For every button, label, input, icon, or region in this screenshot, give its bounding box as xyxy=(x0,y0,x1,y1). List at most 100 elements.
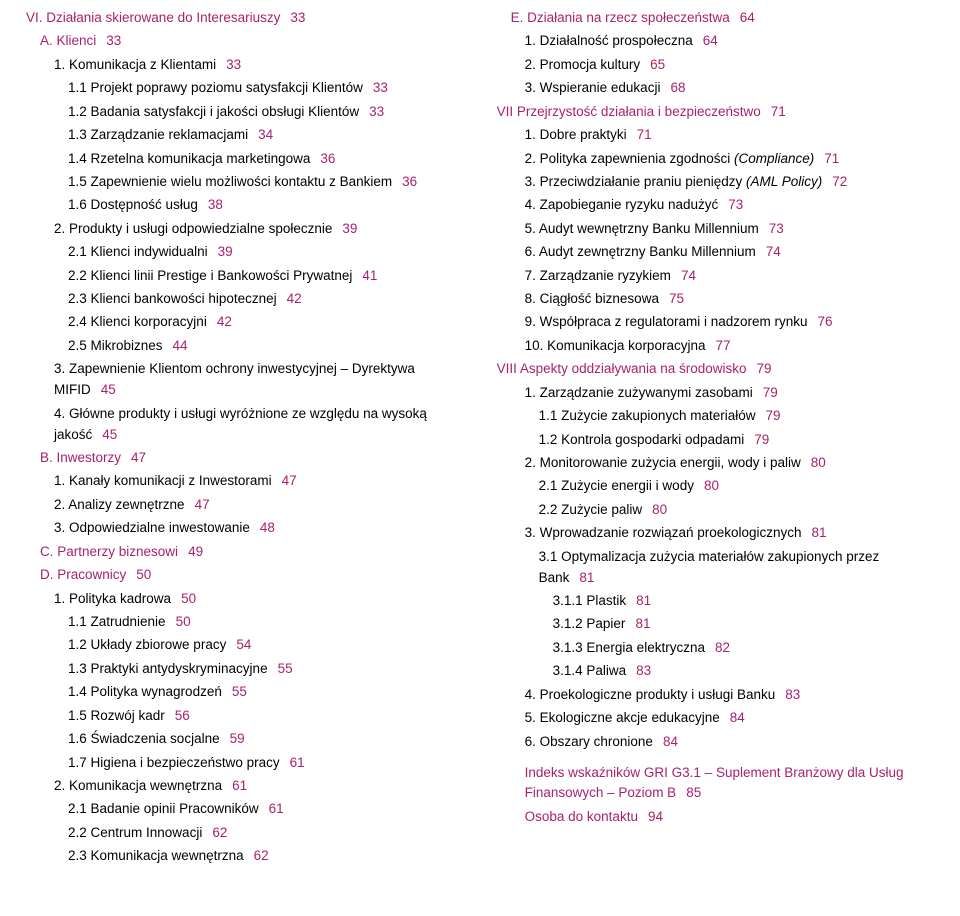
toc-entry-label: 1. Zarządzanie zużywanymi zasobami xyxy=(525,385,753,400)
toc-entry[interactable]: 1.3 Zarządzanie reklamacjami 34 xyxy=(68,125,455,146)
toc-entry[interactable]: 2. Produkty i usługi odpowiedzialne społ… xyxy=(54,219,455,240)
toc-entry[interactable]: 2.3 Komunikacja wewnętrzna62 xyxy=(68,846,455,867)
toc-entry-page: 80 xyxy=(704,478,719,493)
toc-entry-label: 1.3 Zarządzanie reklamacjami xyxy=(68,127,248,142)
toc-entry-label: 2. Analizy zewnętrzne xyxy=(54,497,185,512)
toc-entry-page: 33 xyxy=(373,80,388,95)
toc-entry-label: 1.2 Kontrola gospodarki odpadami xyxy=(539,432,745,447)
toc-entry-label: 3.1.1 Plastik xyxy=(553,593,627,608)
toc-entry[interactable]: 9. Współpraca z regulatorami i nadzorem … xyxy=(525,312,938,333)
toc-entry[interactable]: 1.6 Świadczenia socjalne59 xyxy=(68,729,455,750)
toc-entry[interactable]: 2. Analizy zewnętrzne47 xyxy=(54,495,455,516)
toc-entry[interactable]: 4. Zapobieganie ryzyku nadużyć73 xyxy=(525,195,938,216)
toc-entry[interactable]: 1. Działalność prospołeczna64 xyxy=(525,31,938,52)
toc-entry[interactable]: 1.3 Praktyki antydyskryminacyjne55 xyxy=(68,659,455,680)
toc-entry[interactable]: 2.1 Klienci indywidualni39 xyxy=(68,242,455,263)
toc-entry-page: 44 xyxy=(173,338,188,353)
toc-entry[interactable]: 2. Promocja kultury65 xyxy=(525,55,938,76)
toc-entry[interactable]: 1.4 Rzetelna komunikacja marketingowa36 xyxy=(68,149,455,170)
toc-entry[interactable]: 2.1 Zużycie energii i wody80 xyxy=(539,476,938,497)
toc-entry-page: 81 xyxy=(635,616,650,631)
toc-entry[interactable]: 3. Przeciwdziałanie praniu pieniędzy (AM… xyxy=(525,172,938,193)
toc-entry[interactable]: VI. Działania skierowane do Interesarius… xyxy=(26,8,455,29)
toc-entry[interactable]: 1.1 Zużycie zakupionych materiałów79 xyxy=(539,406,938,427)
toc-entry[interactable]: 1.1 Projekt poprawy poziomu satysfakcji … xyxy=(68,78,455,99)
toc-entry[interactable]: 1.2 Układy zbiorowe pracy54 xyxy=(68,635,455,656)
toc-entry[interactable]: 2.3 Klienci bankowości hipotecznej42 xyxy=(68,289,455,310)
toc-entry-label: 2.3 Komunikacja wewnętrzna xyxy=(68,848,244,863)
toc-entry[interactable]: 2.5 Mikrobiznes 44 xyxy=(68,336,455,357)
toc-entry[interactable]: 3.1 Optymalizacja zużycia materiałów zak… xyxy=(539,547,938,589)
toc-entry-page: 84 xyxy=(730,710,745,725)
toc-entry[interactable]: 1.6 Dostępność usług38 xyxy=(68,195,455,216)
toc-entry-page: 81 xyxy=(579,570,594,585)
toc-entry[interactable]: 3. Zapewnienie Klientom ochrony inwestyc… xyxy=(54,359,455,401)
toc-entry[interactable]: 1.4 Polityka wynagrodzeń55 xyxy=(68,682,455,703)
toc-entry-page: 84 xyxy=(663,734,678,749)
toc-entry[interactable]: 2. Polityka zapewnienia zgodności (Compl… xyxy=(525,149,938,170)
toc-entry-label: 3.1.4 Paliwa xyxy=(553,663,627,678)
toc-entry[interactable]: A. Klienci33 xyxy=(40,31,455,52)
toc-entry-label: 2.5 Mikrobiznes xyxy=(68,338,163,353)
toc-entry[interactable]: 1. Komunikacja z Klientami33 xyxy=(54,55,455,76)
toc-entry[interactable]: 3.1.4 Paliwa83 xyxy=(553,661,938,682)
toc-entry-page: 34 xyxy=(258,127,273,142)
toc-entry-page: 77 xyxy=(715,338,730,353)
toc-entry-label: 6. Audyt zewnętrzny Banku Millennium xyxy=(525,244,756,259)
toc-entry[interactable]: 2. Monitorowanie zużycia energii, wody i… xyxy=(525,453,938,474)
toc-entry[interactable]: 3.1.3 Energia elektryczna82 xyxy=(553,638,938,659)
toc-entry[interactable]: 1.2 Badania satysfakcji i jakości obsług… xyxy=(68,102,455,123)
toc-entry[interactable]: 1. Kanały komunikacji z Inwestorami47 xyxy=(54,471,455,492)
toc-entry[interactable]: 3. Wprowadzanie rozwiązań proekologiczny… xyxy=(525,523,938,544)
toc-entry[interactable]: 1.1 Zatrudnienie50 xyxy=(68,612,455,633)
toc-entry[interactable]: D. Pracownicy50 xyxy=(40,565,455,586)
toc-entry[interactable]: E. Działania na rzecz społeczeństwa64 xyxy=(511,8,938,29)
toc-entry[interactable]: VIII Aspekty oddziaływania na środowisko… xyxy=(497,359,938,380)
toc-entry[interactable]: 7. Zarządzanie ryzykiem74 xyxy=(525,266,938,287)
toc-entry[interactable]: B. Inwestorzy47 xyxy=(40,448,455,469)
toc-entry[interactable]: 4. Główne produkty i usługi wyróżnione z… xyxy=(54,404,455,446)
toc-entry[interactable]: 1.7 Higiena i bezpieczeństwo pracy61 xyxy=(68,753,455,774)
toc-entry-label: 2.3 Klienci bankowości hipotecznej xyxy=(68,291,277,306)
toc-entry[interactable]: 1. Polityka kadrowa50 xyxy=(54,589,455,610)
toc-entry-label: 7. Zarządzanie ryzykiem xyxy=(525,268,671,283)
toc-entry[interactable]: 2.4 Klienci korporacyjni42 xyxy=(68,312,455,333)
toc-entry[interactable]: 2. Komunikacja wewnętrzna61 xyxy=(54,776,455,797)
toc-entry[interactable]: 6. Audyt zewnętrzny Banku Millennium74 xyxy=(525,242,938,263)
toc-entry[interactable]: VII Przejrzystość działania i bezpieczeń… xyxy=(497,102,938,123)
toc-entry-label: 2. Polityka zapewnienia zgodności (Compl… xyxy=(525,151,815,166)
toc-entry-label: 4. Proekologiczne produkty i usługi Bank… xyxy=(525,687,776,702)
toc-entry[interactable]: 2.2 Klienci linii Prestige i Bankowości … xyxy=(68,266,455,287)
toc-entry-label: 1.1 Projekt poprawy poziomu satysfakcji … xyxy=(68,80,363,95)
toc-entry[interactable]: 1. Dobre praktyki71 xyxy=(525,125,938,146)
toc-entry[interactable]: 3. Odpowiedzialne inwestowanie48 xyxy=(54,518,455,539)
toc-entry-page: 50 xyxy=(136,567,151,582)
toc-entry[interactable]: 2.1 Badanie opinii Pracowników61 xyxy=(68,799,455,820)
toc-entry[interactable]: 1. Zarządzanie zużywanymi zasobami79 xyxy=(525,383,938,404)
toc-entry-label: 9. Współpraca z regulatorami i nadzorem … xyxy=(525,314,808,329)
toc-entry[interactable]: 1.2 Kontrola gospodarki odpadami79 xyxy=(539,430,938,451)
toc-entry[interactable]: 6. Obszary chronione84 xyxy=(525,732,938,753)
toc-entry[interactable]: 8. Ciągłość biznesowa75 xyxy=(525,289,938,310)
toc-entry-page: 64 xyxy=(703,33,718,48)
toc-entry[interactable]: 2.2 Zużycie paliw80 xyxy=(539,500,938,521)
toc-entry-page: 73 xyxy=(769,221,784,236)
toc-entry[interactable]: Indeks wskaźników GRI G3.1 – Suplement B… xyxy=(525,763,938,805)
toc-entry[interactable]: 4. Proekologiczne produkty i usługi Bank… xyxy=(525,685,938,706)
toc-entry-label: 5. Ekologiczne akcje edukacyjne xyxy=(525,710,720,725)
toc-entry-label: 1.2 Badania satysfakcji i jakości obsług… xyxy=(68,104,359,119)
toc-entry[interactable]: 3. Wspieranie edukacji68 xyxy=(525,78,938,99)
toc-entry[interactable]: 2.2 Centrum Innowacji62 xyxy=(68,823,455,844)
toc-entry[interactable]: 10. Komunikacja korporacyjna77 xyxy=(525,336,938,357)
toc-entry[interactable]: C. Partnerzy biznesowi49 xyxy=(40,542,455,563)
toc-entry-label: 1.7 Higiena i bezpieczeństwo pracy xyxy=(68,755,280,770)
toc-entry[interactable]: 3.1.1 Plastik81 xyxy=(553,591,938,612)
toc-entry-label: 3. Przeciwdziałanie praniu pieniędzy (AM… xyxy=(525,174,823,189)
toc-entry[interactable]: 1.5 Rozwój kadr56 xyxy=(68,706,455,727)
toc-entry[interactable]: 3.1.2 Papier81 xyxy=(553,614,938,635)
toc-entry[interactable]: 5. Ekologiczne akcje edukacyjne 84 xyxy=(525,708,938,729)
toc-entry[interactable]: 5. Audyt wewnętrzny Banku Millennium73 xyxy=(525,219,938,240)
toc-entry[interactable]: Osoba do kontaktu94 xyxy=(525,807,938,828)
toc-entry-page: 55 xyxy=(232,684,247,699)
toc-entry[interactable]: 1.5 Zapewnienie wielu możliwości kontakt… xyxy=(68,172,455,193)
